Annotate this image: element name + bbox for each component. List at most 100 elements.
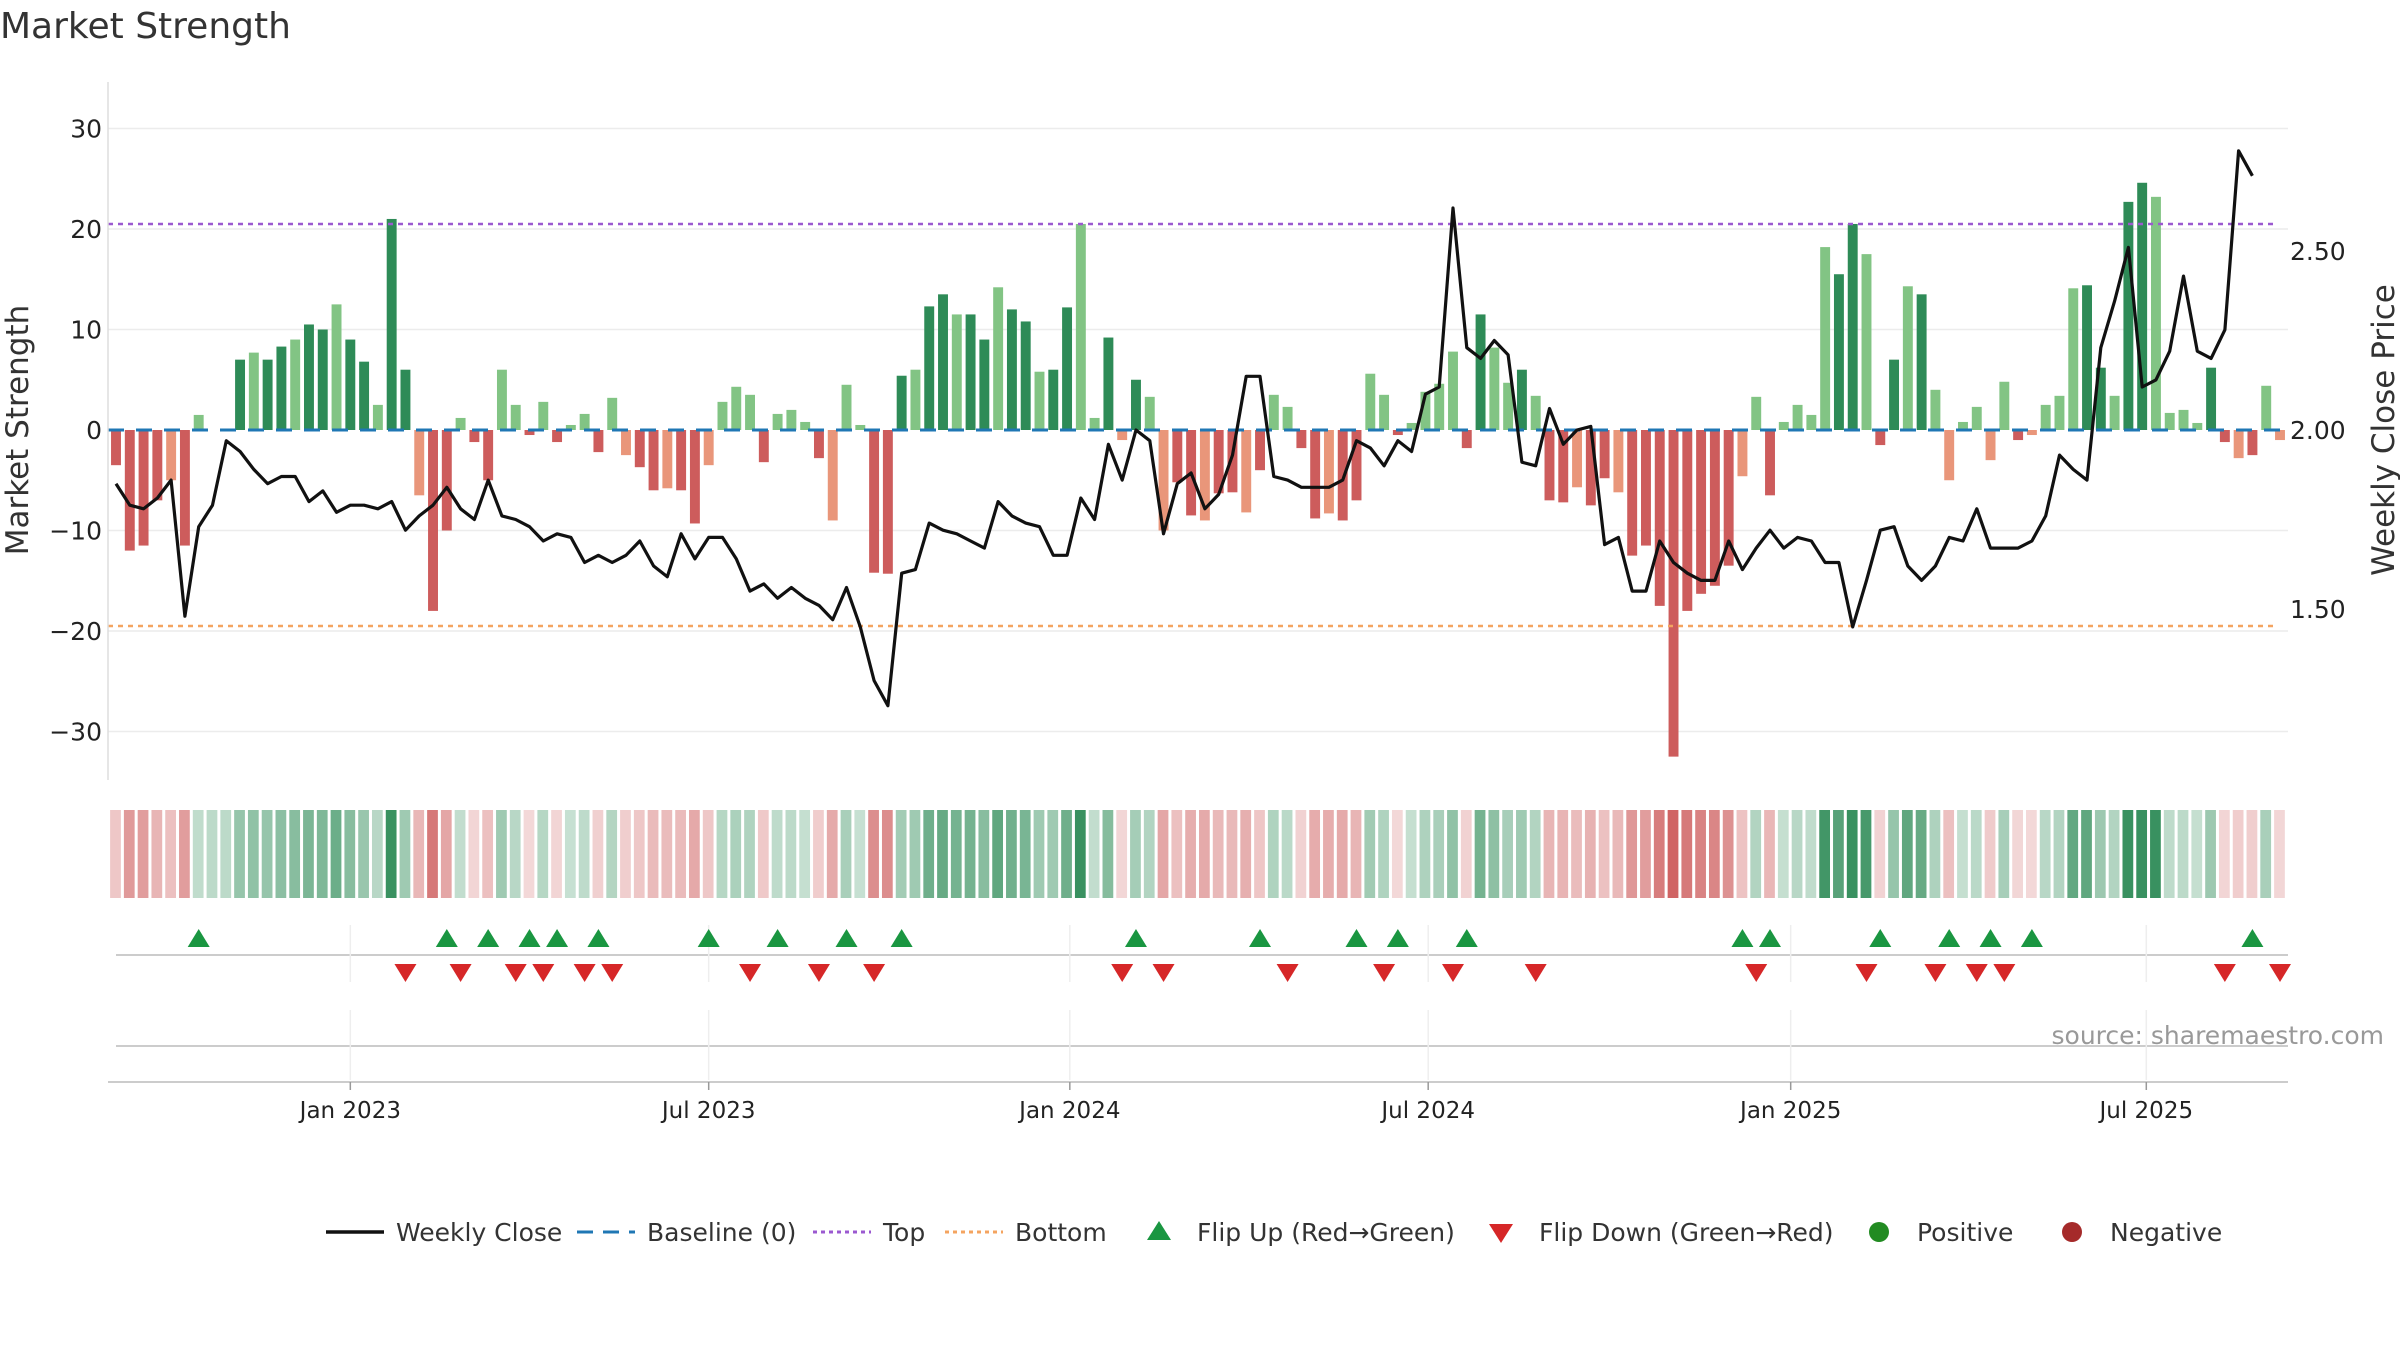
strength-bar [593,430,604,453]
x-tick-label: Jul 2023 [660,1098,756,1124]
strength-band-cell [1970,810,1982,898]
strength-bar [428,430,438,611]
strength-band-cell [399,810,411,898]
strength-band-cell [868,810,879,898]
strength-bar [993,287,1004,430]
strength-bar [717,401,728,430]
strength-bar [1792,404,1803,430]
strength-band-cell [123,810,135,898]
strength-bar [648,430,659,491]
strength-band-cell [978,810,990,898]
strength-band-cell [854,810,866,898]
strength-band-cell [1612,810,1624,898]
strength-bar [1916,294,1927,430]
flip-up-marker [546,929,569,947]
flip-up-marker [1249,929,1272,947]
strength-bar [676,430,687,491]
strength-band-cell [454,810,466,898]
chart-title: Market Strength [0,6,291,47]
strength-band-cell [206,810,218,898]
x-tick-label: Jul 2025 [2097,1098,2193,1124]
strength-bar [2123,201,2134,430]
strength-bar [2192,422,2203,430]
flip-up-marker [1759,929,1782,947]
strength-band-cell [1750,810,1762,898]
strength-bar [1351,430,1362,501]
strength-band-cell [1653,810,1665,898]
x-tick-label: Jan 2024 [1017,1098,1120,1124]
strength-bar [138,430,149,546]
strength-bar [1613,430,1624,493]
strength-band-cell [385,810,397,898]
strength-band-cell [192,810,204,898]
strength-band-cell [234,810,245,898]
strength-band-cell [1805,810,1817,898]
strength-band-cell [1998,810,2010,898]
strength-band-cell [909,810,921,898]
strength-band-cell [1529,810,1541,898]
strength-bar [552,430,563,443]
legend-label: Top [882,1218,925,1247]
flip-down-marker [2213,964,2236,982]
strength-band-cell [1143,810,1155,898]
strength-bar [1131,379,1141,430]
strength-bar [1723,430,1734,566]
strength-bar [634,430,645,468]
strength-bar [2261,385,2272,430]
strength-band-cell [1901,810,1913,898]
strength-bar [841,384,852,430]
strength-band-cell [358,810,369,898]
strength-band-cell [1254,810,1265,898]
strength-band-cell [165,810,176,898]
strength-band-cell [1846,810,1858,898]
strength-bar [372,404,383,430]
strength-bar [855,424,866,430]
strength-bar [689,430,700,524]
strength-band-cell [2232,810,2244,898]
flip-down-marker [1111,964,1134,982]
strength-band-cell [2012,810,2023,898]
strength-band-cell [289,810,301,898]
strength-bar [1323,430,1334,514]
strength-heat-band [110,810,2285,898]
strength-band-cell [344,810,356,898]
strength-bar [1971,406,1982,430]
strength-bar [124,430,135,551]
strength-bar [2040,404,2051,430]
strength-bar [882,430,893,574]
strength-bar [1682,430,1693,611]
strength-bar [414,430,425,496]
strength-bar [179,430,190,546]
flip-up-marker [2241,929,2264,947]
flip-down-marker [1441,964,1464,982]
strength-band-cell [1185,810,1196,898]
strength-bar [1544,430,1555,501]
strength-bar [331,304,342,430]
strength-bar [1806,414,1817,430]
strength-bar [1833,274,1844,430]
flip-down-marker [394,964,417,982]
strength-band-cell [1267,810,1279,898]
strength-band-cell [1915,810,1927,898]
strength-bar [248,352,259,430]
flip-down-marker [573,964,596,982]
strength-band-cell [1295,810,1307,898]
strength-band-cell [1860,810,1872,898]
strength-bar [1930,389,1941,430]
flip-up-marker [890,929,913,947]
strength-bar [2206,367,2217,430]
strength-bar [1847,223,1858,430]
strength-bar [2054,395,2065,430]
strength-bar [1640,430,1651,546]
flip-down-marker [1152,964,1175,982]
strength-band-cell [826,810,838,898]
flip-up-marker [835,929,858,947]
strength-bar [1696,430,1707,594]
flip-down-marker [1855,964,1878,982]
strength-band-cell [1212,810,1224,898]
strength-bar [235,359,246,430]
strength-band-cell [247,810,259,898]
strength-bar [1144,396,1155,430]
strength-band-cell [840,810,852,898]
strength-band-cell [440,810,452,898]
